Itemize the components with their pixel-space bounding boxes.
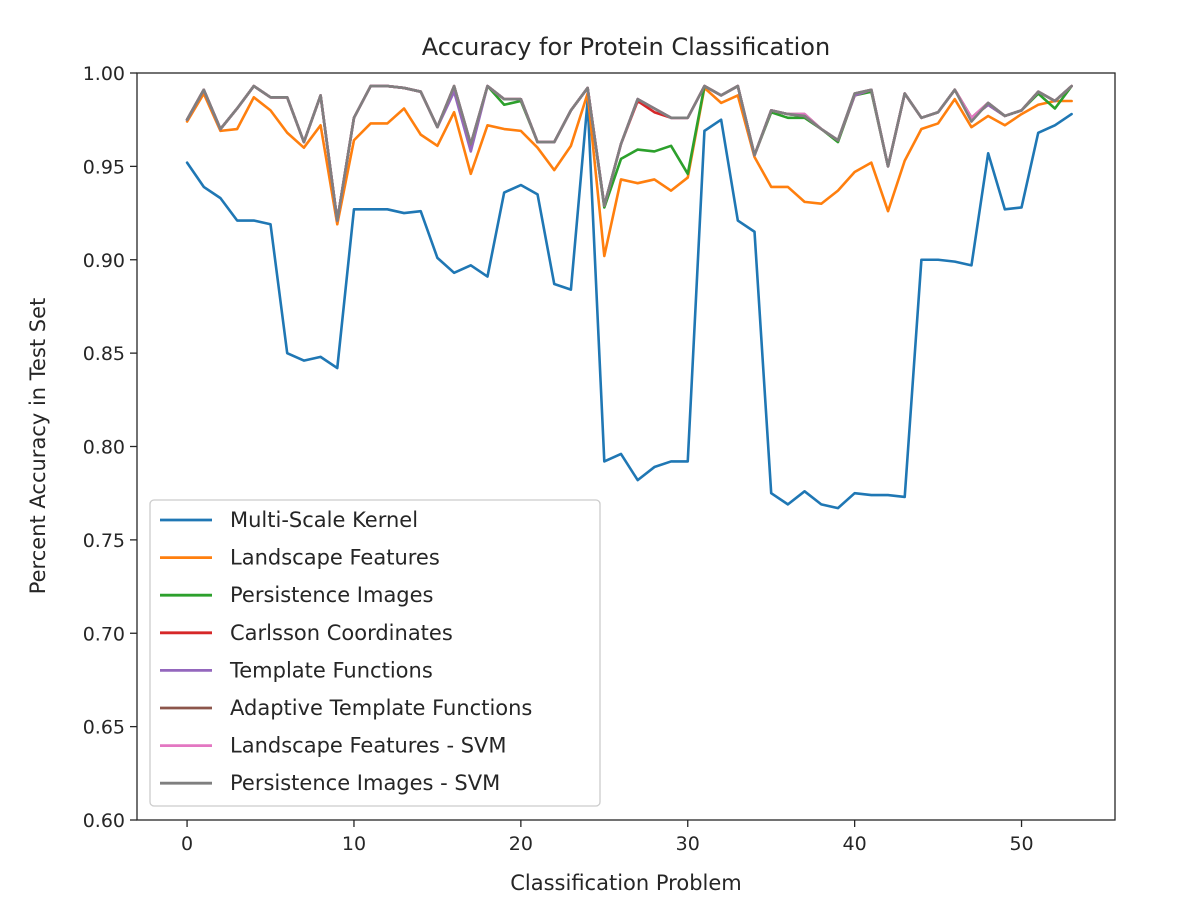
x-tick-label: 0 [181, 833, 193, 855]
y-axis: 0.60 0.65 0.70 0.75 0.80 0.85 0.90 0.95 1.00 [83, 63, 137, 832]
series-line-persistence-images-svm [185, 84, 1073, 222]
legend-label: Template Functions [229, 658, 433, 682]
legend-label: Landscape Features - SVM [230, 734, 507, 758]
legend: Multi-Scale Kernel Landscape Features Pers… [149, 499, 601, 807]
legend-label: Carlsson Coordinates [230, 621, 453, 645]
x-tick-label: 10 [342, 833, 366, 855]
y-tick-label: 0.60 [83, 810, 125, 832]
legend-label: Landscape Features [230, 546, 440, 570]
y-tick-label: 0.80 [83, 437, 125, 459]
x-tick-label: 40 [843, 833, 867, 855]
y-tick-label: 0.65 [83, 717, 125, 739]
series-line-multi-scale-kernel [185, 99, 1073, 510]
x-tick-label: 20 [509, 833, 533, 855]
y-tick-label: 0.90 [83, 250, 125, 272]
legend-label: Persistence Images - SVM [230, 771, 500, 795]
x-axis-label: Classification Problem [510, 871, 741, 895]
series-layer [185, 84, 1073, 510]
chart-title: Accuracy for Protein Classification [422, 33, 830, 61]
legend-frame [149, 499, 601, 807]
legend-label: Adaptive Template Functions [230, 696, 532, 720]
x-tick-label: 30 [676, 833, 700, 855]
legend-label: Persistence Images [230, 583, 434, 607]
y-tick-label: 0.70 [83, 623, 125, 645]
y-tick-label: 0.75 [83, 530, 125, 552]
x-axis: 0 10 20 30 40 50 [181, 820, 1034, 855]
legend-label: Multi-Scale Kernel [230, 508, 418, 532]
legend-entries: Multi-Scale Kernel Landscape Features Pers… [160, 508, 532, 795]
y-tick-label: 1.00 [83, 63, 125, 85]
y-tick-label: 0.85 [83, 343, 125, 365]
y-axis-label: Percent Accuracy in Test Set [26, 298, 50, 595]
y-tick-label: 0.95 [83, 156, 125, 178]
x-tick-label: 50 [1009, 833, 1033, 855]
